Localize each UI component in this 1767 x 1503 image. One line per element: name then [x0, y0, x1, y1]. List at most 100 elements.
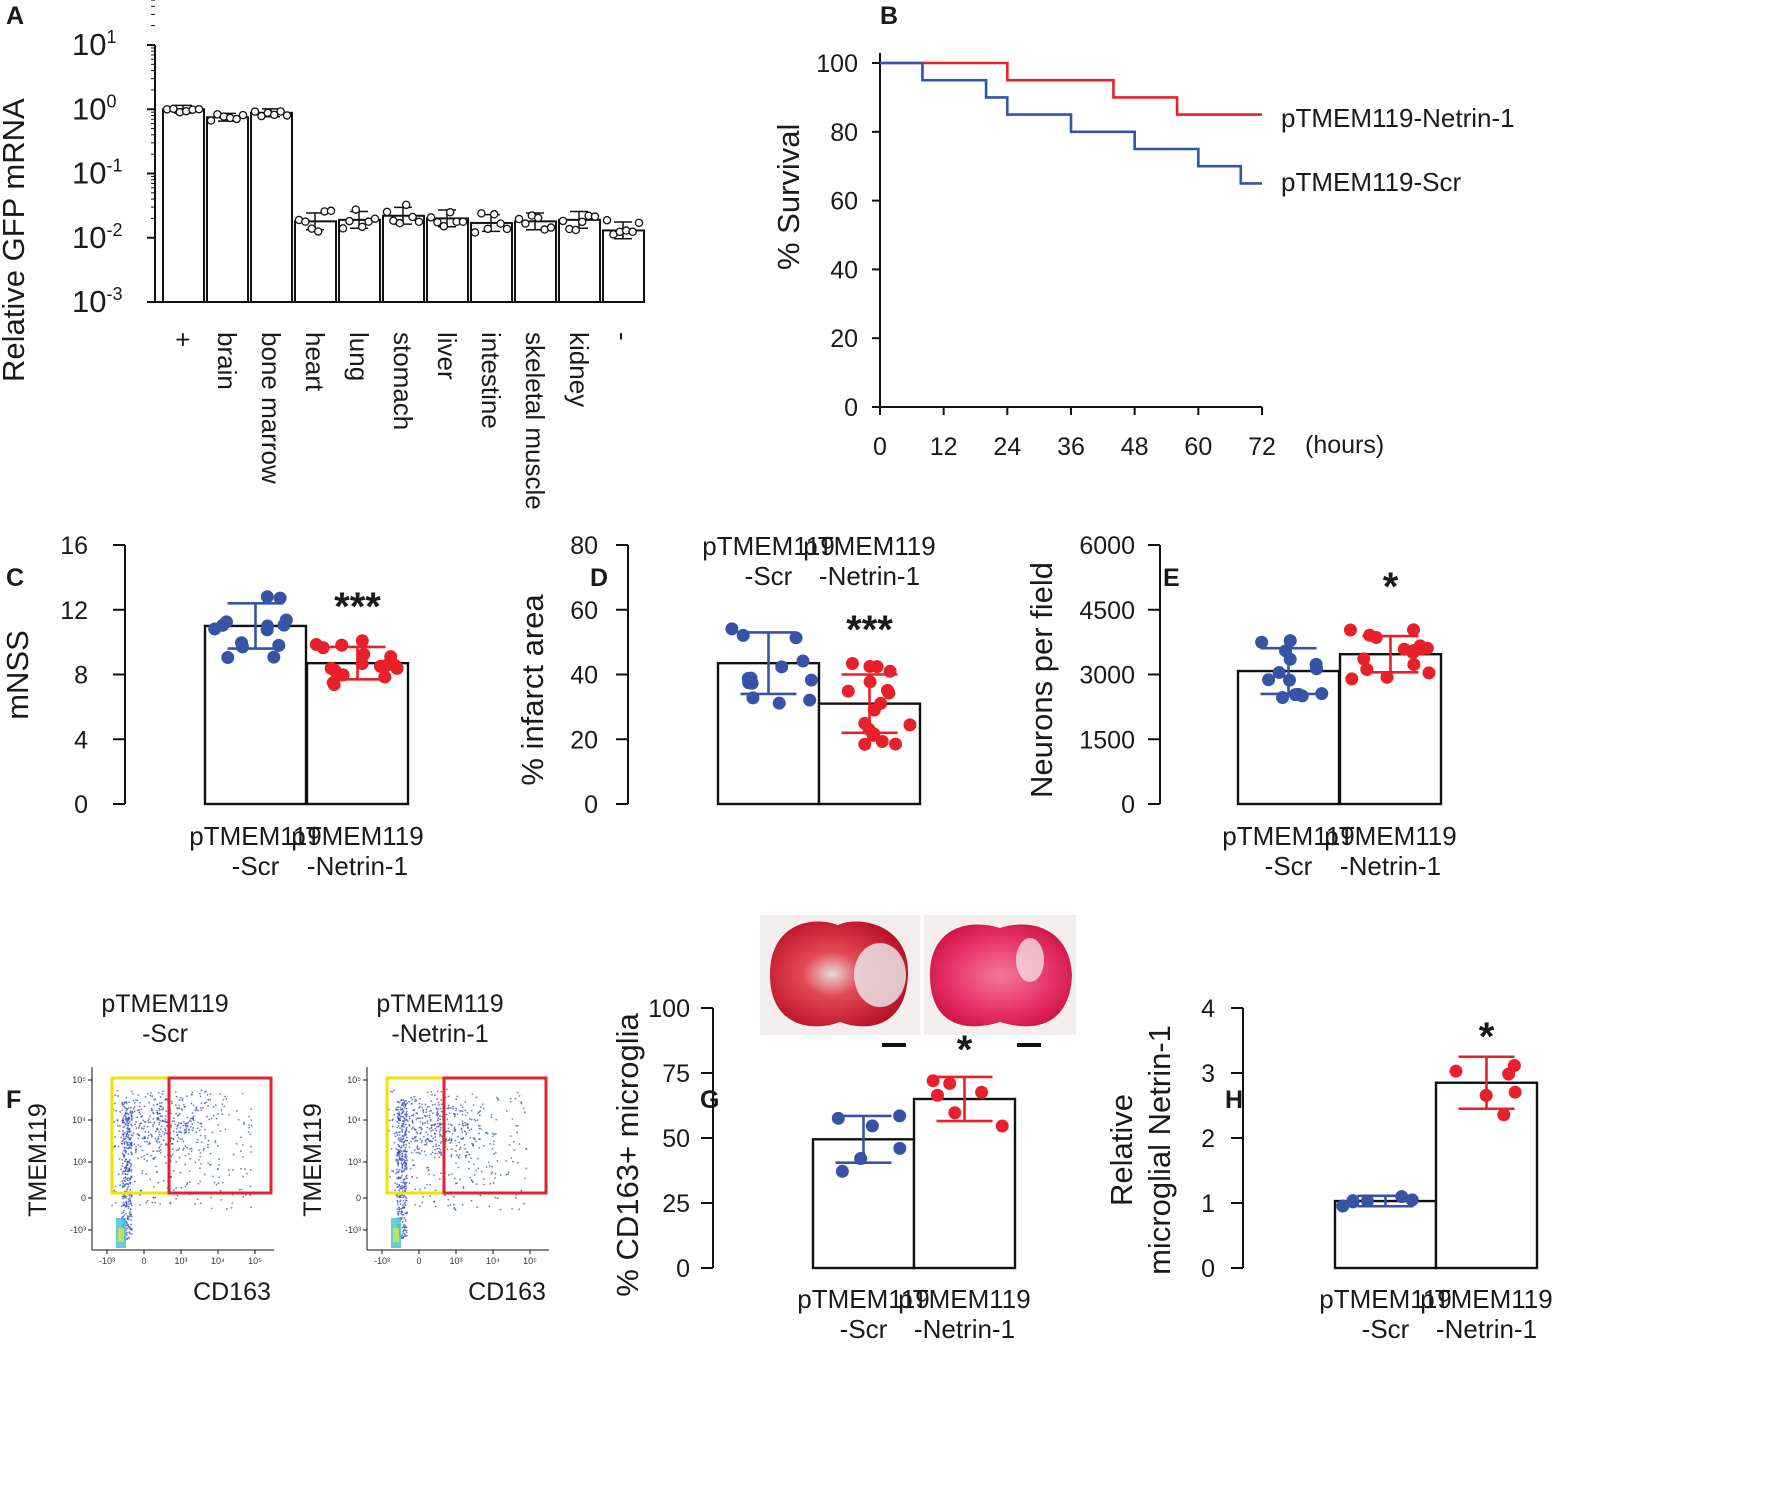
facs-event — [403, 1141, 406, 1144]
facs-event — [172, 1117, 175, 1120]
facs-event — [121, 1101, 124, 1104]
facs-event — [446, 1148, 449, 1151]
facs-event — [176, 1107, 179, 1109]
facs-event — [401, 1123, 404, 1125]
facs-event — [516, 1131, 519, 1134]
facs-event — [184, 1124, 187, 1127]
facs-event — [447, 1198, 450, 1201]
facs-event — [156, 1113, 159, 1116]
facs-event — [403, 1206, 405, 1208]
facs-event — [132, 1099, 135, 1102]
facs-event — [130, 1219, 133, 1222]
facs-event — [152, 1104, 155, 1107]
category-label: pTMEM119 — [1319, 1284, 1451, 1314]
y-tick-label: 10-1 — [72, 156, 123, 191]
facs-event — [111, 1204, 113, 1207]
y-tick-label: 4 — [1201, 995, 1215, 1023]
facs-event — [224, 1128, 227, 1131]
facs-event — [178, 1099, 181, 1101]
facs-event — [128, 1141, 130, 1144]
facs-event — [405, 1229, 408, 1232]
facs-event — [398, 1144, 401, 1147]
facs-event — [160, 1128, 162, 1131]
category-label: pTMEM119 — [1324, 821, 1456, 851]
facs-event — [186, 1182, 189, 1184]
facs-event — [186, 1095, 188, 1098]
facs-event — [401, 1165, 404, 1167]
facs-event — [399, 1108, 402, 1111]
facs-event — [450, 1138, 453, 1141]
bar — [1333, 1199, 1438, 1270]
data-point — [273, 591, 287, 605]
facs-event — [131, 1228, 133, 1231]
facs-event — [497, 1099, 499, 1102]
facs-event — [136, 1099, 139, 1102]
facs-event — [440, 1152, 443, 1155]
facs-event — [446, 1118, 449, 1121]
facs-event — [125, 1197, 127, 1199]
facs-event — [404, 1139, 407, 1142]
brain-section-images — [760, 915, 1076, 1047]
facs-event — [399, 1200, 402, 1203]
facs-event — [413, 1095, 416, 1098]
facs-event — [397, 1159, 400, 1162]
facs-event — [420, 1141, 423, 1144]
facs-event — [126, 1117, 129, 1120]
data-point — [250, 107, 260, 116]
facs-event — [131, 1141, 133, 1144]
facs-event — [396, 1134, 399, 1137]
facs-event — [204, 1134, 207, 1137]
facs-event — [469, 1136, 472, 1139]
tick-exponent: 1 — [106, 27, 116, 47]
facs-event — [419, 1138, 422, 1140]
data-point — [335, 638, 349, 652]
facs-x-tick-label: -10³ — [374, 1256, 390, 1266]
facs-event — [452, 1105, 454, 1108]
facs-event — [140, 1156, 143, 1159]
facs-event — [397, 1152, 400, 1155]
facs-event — [405, 1112, 408, 1114]
facs-event — [133, 1143, 136, 1146]
facs-event — [431, 1103, 434, 1106]
facs-event — [414, 1203, 416, 1206]
facs-event — [129, 1181, 132, 1184]
facs-event — [145, 1173, 148, 1175]
facs-event — [404, 1183, 407, 1186]
data-point — [395, 218, 405, 228]
data-point — [232, 114, 241, 124]
facs-event — [422, 1195, 425, 1198]
facs-event — [159, 1115, 162, 1118]
facs-event — [137, 1094, 140, 1096]
facs-event — [399, 1140, 401, 1143]
facs-event — [129, 1208, 132, 1211]
facs-event — [424, 1103, 427, 1106]
facs-event — [399, 1115, 402, 1118]
tick-base: 10 — [72, 27, 106, 62]
facs-event — [182, 1140, 185, 1143]
facs-event — [156, 1109, 158, 1112]
facs-event — [515, 1124, 518, 1127]
facs-event — [404, 1104, 407, 1107]
facs-event — [138, 1105, 141, 1108]
category-label: pTMEM119 — [189, 821, 321, 851]
data-point — [882, 686, 896, 700]
facs-event — [400, 1124, 403, 1127]
facs-event — [420, 1128, 423, 1131]
facs-event — [439, 1151, 442, 1154]
facs-event — [401, 1158, 404, 1160]
facs-event — [491, 1171, 494, 1174]
facs-event — [199, 1180, 202, 1183]
data-point — [1343, 623, 1357, 637]
facs-event — [398, 1111, 401, 1114]
facs-event — [150, 1134, 153, 1137]
facs-event — [250, 1124, 253, 1127]
facs-event — [239, 1150, 242, 1153]
facs-event — [191, 1093, 193, 1096]
facs-event — [489, 1182, 492, 1185]
facs-event — [119, 1184, 121, 1186]
facs-event — [160, 1105, 163, 1108]
facs-event — [419, 1120, 422, 1123]
facs-event — [401, 1174, 403, 1177]
facs-event — [461, 1123, 464, 1126]
facs-event — [418, 1102, 421, 1105]
